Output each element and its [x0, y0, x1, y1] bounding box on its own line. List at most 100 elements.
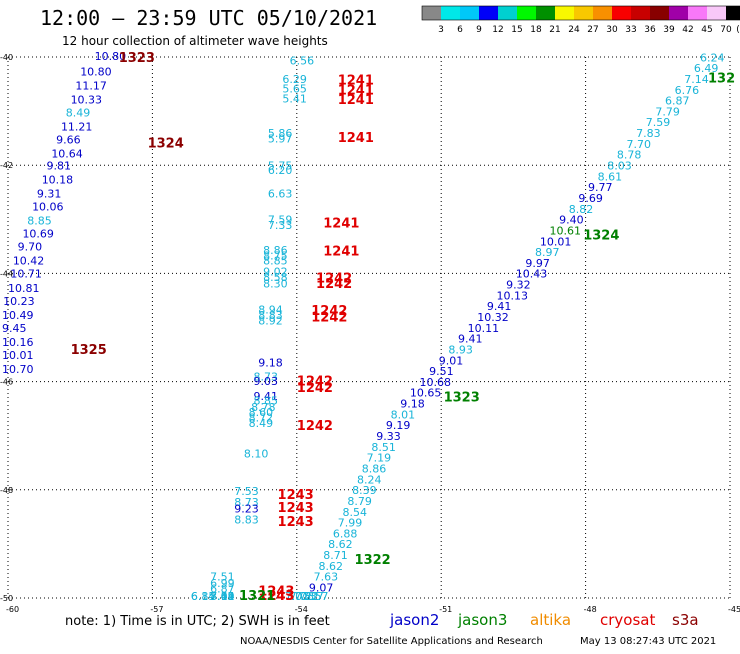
- latitude-tick-label: -50: [0, 594, 13, 603]
- wave-height-value: 8.78: [617, 149, 642, 162]
- wave-height-value: 8.86: [362, 462, 387, 475]
- pass-number: 1242: [316, 272, 352, 287]
- wave-height-value: 9.41: [487, 300, 512, 313]
- color-scale-value: 24: [568, 25, 580, 35]
- pass-number: 1243: [258, 589, 294, 604]
- pass-number: 1242: [311, 304, 347, 319]
- wave-height-value: 9.33: [376, 430, 401, 443]
- wave-height-value: 7.70: [627, 138, 652, 151]
- wave-height-value: 10.16: [2, 336, 34, 349]
- wave-height-value: 10.81: [8, 282, 40, 295]
- wave-height-value: 6.29: [282, 73, 307, 86]
- wave-height-value: 6.24: [700, 51, 725, 64]
- wave-height-value: 8.39: [352, 484, 377, 497]
- wave-height-value: 8.83: [258, 309, 283, 322]
- wave-height-value: 10.43: [516, 268, 548, 281]
- color-swatch: [498, 6, 517, 20]
- longitude-tick-label: -48: [584, 605, 597, 614]
- wave-height-value: 10.06: [32, 201, 64, 214]
- pass-number: 1243: [278, 515, 314, 530]
- wave-height-value: 8.85: [253, 394, 277, 407]
- color-scale-value: 45: [701, 25, 712, 35]
- wave-height-value: 9.45: [2, 322, 27, 335]
- page-subtitle: 12 hour collection of altimeter wave hei…: [62, 34, 328, 48]
- pass-number: 1242: [297, 381, 333, 396]
- wave-height-value: 7.59: [268, 214, 293, 227]
- wave-height-value: 5.97: [268, 132, 293, 145]
- wave-height-value: 7.14: [684, 73, 709, 86]
- wave-height-value: 8.97: [535, 246, 560, 259]
- wave-height-value: 9.77: [588, 181, 613, 194]
- wave-height-value: 10.70: [2, 363, 34, 376]
- wave-height-value: 7.33: [268, 219, 293, 232]
- pass-number: 1243: [258, 584, 294, 599]
- pass-number: 1242: [297, 419, 333, 434]
- wave-height-value: 10.64: [51, 148, 83, 161]
- wave-height-value: 8.73: [234, 496, 259, 509]
- longitude-tick-label: -51: [439, 605, 452, 614]
- wave-height-value: 8.24: [357, 473, 382, 486]
- wave-height-value: 6.88: [333, 527, 358, 540]
- legend-jason2: jason2: [389, 611, 439, 629]
- wave-height-value: 6.15: [191, 590, 216, 603]
- pass-number: 1323: [444, 391, 480, 406]
- pass-number: 1241: [323, 217, 359, 232]
- color-scale-value: 15: [511, 25, 522, 35]
- wave-height-value: 6.84: [191, 590, 216, 603]
- wave-height-value: 9.32: [506, 279, 531, 292]
- wave-height-value: 8.82: [569, 203, 594, 216]
- wave-height-value: 6.87: [210, 583, 235, 596]
- wave-height-value: 6.87: [665, 95, 690, 108]
- credit-line: NOAA/NESDIS Center for Satellite Applica…: [240, 636, 543, 647]
- wave-height-value: 8.75: [263, 249, 288, 262]
- wave-height-value: 8.85: [27, 215, 52, 228]
- wave-height-value: 7.79: [655, 105, 680, 118]
- map-grid: [7, 56, 731, 599]
- wave-height-value: 10.65: [410, 387, 442, 400]
- color-swatch: [441, 6, 460, 20]
- color-swatch: [574, 6, 593, 20]
- pass-number: 1324: [583, 228, 619, 243]
- wave-height-value: 9.19: [386, 419, 411, 432]
- latitude-tick-label: -44: [0, 269, 13, 278]
- wave-height-value: 10.11: [468, 322, 500, 335]
- wave-height-value: 10.42: [13, 255, 44, 268]
- axis-tick-labels: -60 -57 -54 -51 -48 -45 -40 -42 -44 -46 -48 -50: [0, 53, 740, 614]
- wave-height-value: 10.23: [3, 295, 35, 308]
- observation-values: 10.8010.8011.1710.338.4911.219.6610.649.…: [2, 50, 725, 603]
- color-swatch: [688, 6, 707, 20]
- wave-height-value: 8.86: [263, 244, 288, 257]
- color-scale-value: 30: [606, 25, 618, 35]
- pass-number-labels: 1323132413251241124112411241124112411242…: [71, 51, 736, 604]
- wave-height-value: 9.23: [234, 503, 259, 516]
- longitude-tick-label: -54: [295, 605, 308, 614]
- color-swatch: [536, 6, 555, 20]
- wave-height-value: 5.65: [282, 83, 307, 96]
- wave-height-value: 7.64: [210, 590, 235, 603]
- wave-height-value: 9.03: [253, 375, 277, 388]
- wave-height-value: 8.51: [371, 441, 396, 454]
- pass-number: 1324: [148, 136, 184, 151]
- wave-height-value: 10.13: [497, 289, 529, 302]
- wave-height-value: 7.19: [367, 452, 392, 465]
- wave-height-value: 10.80: [80, 65, 112, 78]
- longitude-tick-label: -57: [150, 605, 163, 614]
- color-scale-unit: (ft): [736, 25, 740, 35]
- pass-number: 1323: [119, 51, 155, 66]
- wave-height-value: 8.62: [318, 560, 343, 573]
- wave-height-value: 8.58: [263, 271, 288, 284]
- latitude-tick-label: -46: [0, 378, 13, 387]
- wave-height-value: 10.32: [477, 311, 509, 324]
- wave-height-value: 8.60: [249, 406, 274, 419]
- color-swatch: [517, 6, 536, 20]
- wave-height-value: 7.19: [210, 590, 235, 603]
- color-swatch: [726, 6, 740, 20]
- pass-number: 1242: [297, 375, 333, 390]
- wave-height-value: 7.53: [234, 485, 259, 498]
- pass-number: 1243: [258, 589, 294, 604]
- color-scale-value: 18: [530, 25, 542, 35]
- legend-cryosat: cryosat: [600, 611, 655, 629]
- wave-height-value: 7.07: [285, 590, 310, 603]
- wave-height-value: 9.69: [578, 192, 603, 205]
- legend-altika: altika: [530, 611, 571, 629]
